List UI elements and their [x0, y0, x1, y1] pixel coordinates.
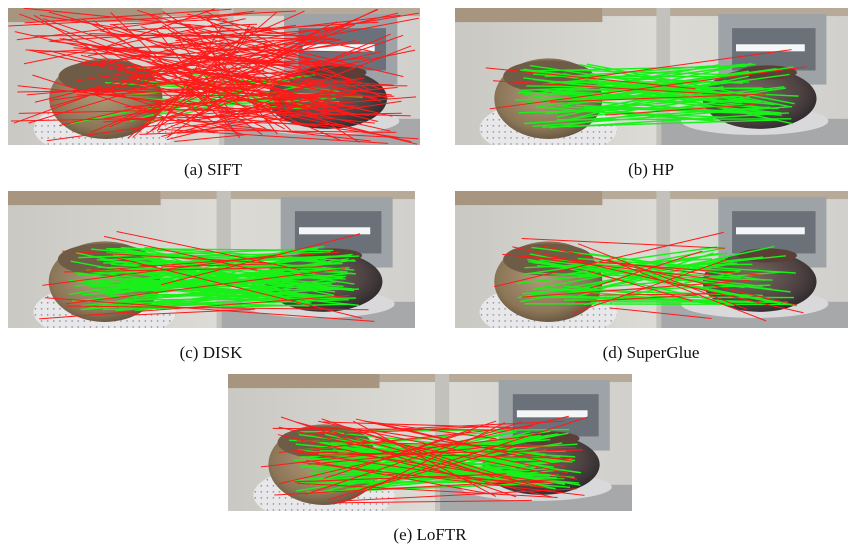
- caption-name: LoFTR: [417, 525, 467, 544]
- caption-name: SIFT: [207, 160, 242, 179]
- caption: (c) DISK: [111, 343, 311, 363]
- caption-label: (a): [184, 160, 203, 179]
- match-image: [455, 8, 848, 145]
- page: (a) SIFT (b) HP (c) DISK (d) SuperGlue (…: [0, 0, 856, 550]
- panel-superglue: [455, 191, 848, 328]
- caption-label: (c): [180, 343, 199, 362]
- panel-sift: [8, 8, 420, 145]
- caption-label: (d): [603, 343, 623, 362]
- caption: (e) LoFTR: [330, 525, 530, 545]
- caption: (a) SIFT: [113, 160, 313, 180]
- caption-label: (b): [628, 160, 648, 179]
- match-image: [8, 191, 415, 328]
- panel-disk: [8, 191, 415, 328]
- caption: (b) HP: [551, 160, 751, 180]
- caption: (d) SuperGlue: [551, 343, 751, 363]
- match-image: [8, 8, 420, 145]
- caption-name: SuperGlue: [627, 343, 700, 362]
- match-image: [455, 191, 848, 328]
- panel-loftr: [228, 374, 632, 511]
- caption-name: HP: [652, 160, 674, 179]
- match-image: [228, 374, 632, 511]
- inlier-match: [525, 304, 796, 305]
- caption-label: (e): [393, 525, 412, 544]
- scene-image: [455, 191, 848, 328]
- caption-name: DISK: [203, 343, 243, 362]
- panel-hp: [455, 8, 848, 145]
